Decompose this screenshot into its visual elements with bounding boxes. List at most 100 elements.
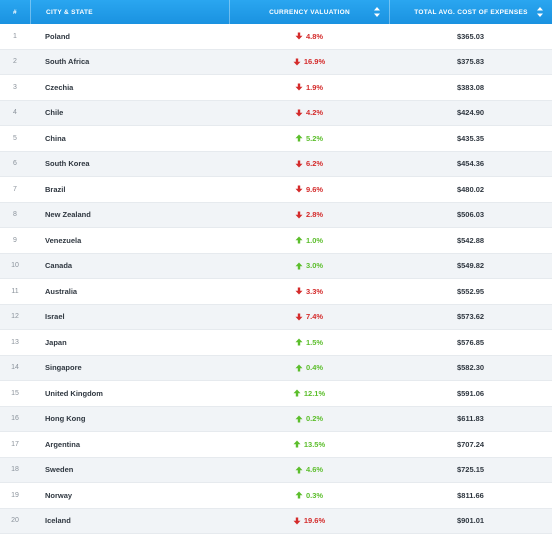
currency-cell: 1.9%	[229, 83, 389, 92]
currency-cell: 3.3%	[229, 287, 389, 296]
cost-cell: $811.66	[457, 490, 484, 500]
arrow-down-icon	[295, 109, 303, 117]
table-header: # CITY & STATE CURRENCY VALUATION TOTAL …	[0, 0, 552, 24]
currency-change-value: 19.6%	[303, 516, 326, 526]
currency-cell: 12.1%	[229, 389, 389, 398]
city-column-header[interactable]: CITY & STATE	[30, 0, 229, 24]
rank-cell: 17	[11, 440, 19, 448]
rank-cell: 19	[11, 491, 19, 499]
currency-cell: 9.6%	[229, 185, 389, 194]
city-cell: Brazil	[45, 184, 66, 194]
currency-change-value: 9.6%	[305, 184, 324, 194]
arrow-down-icon	[295, 211, 303, 219]
city-cell: Poland	[45, 31, 71, 41]
city-cell: United Kingdom	[45, 388, 103, 398]
currency-change-value: 7.4%	[305, 312, 324, 322]
city-cell: Japan	[45, 337, 67, 347]
currency-cell: 0.3%	[229, 491, 389, 500]
arrow-up-icon	[295, 364, 303, 372]
table-row: 11 Australia 3.3% $552.95	[0, 279, 552, 305]
currency-cell: 0.2%	[229, 414, 389, 423]
sort-icon[interactable]	[537, 7, 543, 17]
table-row: 14 Singapore 0.4% $582.30	[0, 355, 552, 381]
city-cell: New Zealand	[45, 210, 91, 220]
rank-cell: 9	[13, 236, 17, 244]
cost-cell: $542.88	[456, 235, 485, 245]
currency-cell: 5.2%	[229, 134, 389, 143]
rank-cell: 14	[11, 364, 19, 372]
currency-change-value: 2.8%	[305, 210, 324, 220]
currency-cell: 19.6%	[229, 516, 389, 525]
table-row: 19 Norway 0.3% $811.66	[0, 483, 552, 509]
arrow-down-icon	[295, 313, 303, 321]
arrow-down-icon	[295, 83, 303, 91]
cost-cell: $365.03	[456, 31, 485, 41]
currency-change-value: 13.5%	[303, 439, 326, 449]
arrow-up-icon	[295, 262, 303, 270]
currency-cell: 16.9%	[229, 57, 389, 66]
cost-cell: $573.62	[456, 312, 485, 322]
city-cell: Singapore	[45, 363, 82, 373]
currency-cell: 6.2%	[229, 159, 389, 168]
rank-cell: 16	[11, 415, 19, 423]
city-cell: Israel	[45, 312, 65, 322]
city-cell: Canada	[45, 261, 73, 271]
arrow-up-icon	[295, 491, 303, 499]
currency-column-header[interactable]: CURRENCY VALUATION	[229, 0, 389, 24]
currency-cell: 0.4%	[229, 363, 389, 372]
cost-cell: $480.02	[456, 184, 485, 194]
cost-cell: $901.01	[456, 516, 485, 526]
table-row: 17 Argentina 13.5% $707.24	[0, 432, 552, 458]
arrow-down-icon	[293, 517, 301, 525]
arrow-up-icon	[295, 134, 303, 142]
cost-cell: $576.85	[456, 337, 485, 347]
cost-cell: $725.15	[456, 465, 485, 475]
table-row: 2 South Africa 16.9% $375.83	[0, 49, 552, 75]
rank-cell: 6	[13, 160, 17, 168]
cost-cell: $549.82	[456, 261, 485, 271]
city-cell: Hong Kong	[45, 414, 86, 424]
cost-cell: $707.24	[456, 439, 485, 449]
currency-change-value: 0.4%	[305, 363, 324, 373]
sort-icon[interactable]	[374, 7, 380, 17]
currency-cell: 13.5%	[229, 440, 389, 449]
table-row: 8 New Zealand 2.8% $506.03	[0, 202, 552, 228]
arrow-down-icon	[295, 287, 303, 295]
cost-cell: $591.06	[456, 388, 485, 398]
currency-change-value: 3.0%	[305, 261, 324, 271]
currency-cell: 3.0%	[229, 261, 389, 270]
city-cell: China	[45, 133, 66, 143]
currency-change-value: 4.6%	[305, 465, 324, 475]
city-cell: Chile	[45, 108, 64, 118]
cost-cell: $454.36	[456, 159, 485, 169]
currency-change-value: 1.5%	[305, 337, 324, 347]
table-row: 15 United Kingdom 12.1% $591.06	[0, 381, 552, 407]
currency-change-value: 6.2%	[305, 159, 324, 169]
cost-cell: $424.90	[456, 108, 485, 118]
cost-cell: $582.30	[456, 363, 485, 373]
rank-cell: 2	[13, 58, 17, 66]
rank-cell: 11	[11, 287, 19, 295]
currency-cell: 1.0%	[229, 236, 389, 245]
table-row: 10 Canada 3.0% $549.82	[0, 253, 552, 279]
city-cell: Argentina	[45, 439, 81, 449]
arrow-down-icon	[293, 58, 301, 66]
rank-cell: 7	[13, 185, 17, 193]
rank-column-header[interactable]: #	[13, 8, 17, 16]
currency-change-value: 0.2%	[305, 414, 324, 424]
currency-cell: 7.4%	[229, 312, 389, 321]
cost-column-header[interactable]: TOTAL AVG. COST OF EXPENSES	[389, 0, 552, 24]
rank-cell: 18	[11, 466, 19, 474]
currency-change-value: 16.9%	[303, 57, 326, 67]
rank-cell: 5	[13, 134, 17, 142]
currency-change-value: 4.8%	[305, 31, 324, 41]
table-row: 12 Israel 7.4% $573.62	[0, 304, 552, 330]
arrow-up-icon	[293, 440, 301, 448]
city-cell: Czechia	[45, 82, 74, 92]
currency-cell: 4.2%	[229, 108, 389, 117]
currency-change-value: 5.2%	[305, 133, 324, 143]
cost-cell: $383.08	[456, 82, 485, 92]
table-row: 7 Brazil 9.6% $480.02	[0, 177, 552, 203]
cost-cell: $435.35	[456, 133, 485, 143]
